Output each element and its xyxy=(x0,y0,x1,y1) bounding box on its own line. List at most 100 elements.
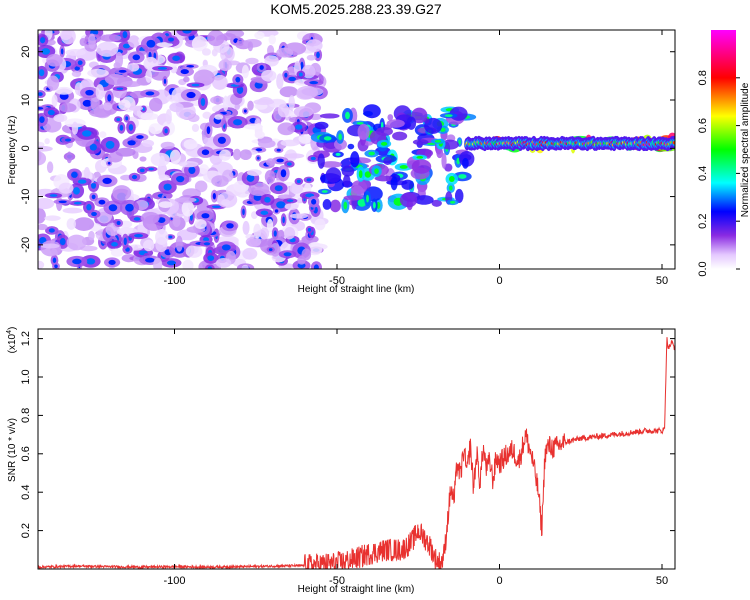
heatmap-cell-core xyxy=(295,124,303,130)
heatmap-cell xyxy=(412,139,429,146)
heatmap-cell xyxy=(58,182,74,194)
heatmap-cell xyxy=(399,192,418,208)
heatmap-cell-core xyxy=(111,242,118,247)
snr-x-tick-label: -50 xyxy=(329,575,345,587)
heatmap-cell-core xyxy=(257,156,260,160)
heatmap-cell xyxy=(46,75,60,91)
heatmap-cell xyxy=(207,30,225,47)
heatmap-cell xyxy=(40,243,60,249)
snr-y-tick-label: 1.2 xyxy=(20,331,32,346)
spectrogram-frame xyxy=(37,29,676,270)
heatmap-cell xyxy=(319,113,340,119)
heatmap-cell xyxy=(71,70,82,78)
heatmap-cell xyxy=(219,149,232,161)
heatmap-cell-core xyxy=(368,151,375,156)
heatmap-cell-core xyxy=(458,174,467,179)
heatmap-cell xyxy=(277,194,293,200)
heatmap-cell-core xyxy=(134,234,143,238)
colorbar-tick-label: 0.2 xyxy=(697,214,709,229)
heatmap-cell-core xyxy=(102,177,112,184)
heatmap-cell xyxy=(140,112,159,121)
spectrogram-x-tick-label: 50 xyxy=(656,275,668,287)
heatmap-cell xyxy=(254,31,265,40)
heatmap-cell-core xyxy=(273,230,277,237)
heatmap-cell-core xyxy=(243,109,247,113)
heatmap-cell-core xyxy=(323,136,332,141)
heatmap-cell xyxy=(277,122,296,136)
spectrogram-y-ticks: -20 -10 0 10 20 xyxy=(20,46,675,253)
heatmap-cell-core xyxy=(41,48,51,55)
spectrogram-x-ticks: -100 -50 0 50 xyxy=(163,30,668,287)
heatmap-cell xyxy=(194,218,207,230)
heatmap-cell xyxy=(325,167,342,183)
heatmap-cell-core xyxy=(86,204,92,211)
heatmap-cell xyxy=(38,151,47,166)
heatmap-cell xyxy=(289,213,308,219)
heatmap-cell-core xyxy=(434,140,442,143)
heatmap-cell-core xyxy=(449,200,456,204)
heatmap-cell xyxy=(288,95,295,111)
chart-title: KOM5.2025.288.23.39.G27 xyxy=(270,1,441,17)
heatmap-cell-core xyxy=(89,143,97,151)
heatmap-cell-core xyxy=(167,37,175,42)
heatmap-cell xyxy=(431,199,442,207)
heatmap-cell-core xyxy=(276,148,281,152)
heatmap-cell xyxy=(126,63,140,72)
snr-y-multiplier: (x104) xyxy=(6,327,18,354)
snr-frame xyxy=(37,328,676,570)
heatmap-cell xyxy=(343,195,363,201)
heatmap-cell xyxy=(293,106,314,118)
heatmap-cell xyxy=(99,131,107,138)
heatmap-cell-core xyxy=(38,69,45,77)
heatmap-cell-core xyxy=(399,165,408,169)
heatmap-cell xyxy=(183,139,198,150)
snr-y-tick-label: 1.0 xyxy=(20,369,32,384)
heatmap-cell xyxy=(110,248,124,257)
heatmap-cell xyxy=(148,123,163,135)
heatmap-cell xyxy=(38,145,53,152)
heatmap-cell xyxy=(283,153,305,159)
heatmap-cell-core xyxy=(40,37,46,44)
heatmap-cell xyxy=(341,165,355,177)
heatmap-cell xyxy=(411,159,432,174)
heatmap-cell-core xyxy=(201,149,210,156)
heatmap-cell xyxy=(314,218,326,231)
heatmap-cell xyxy=(301,87,324,97)
heatmap-cell-core xyxy=(255,148,263,152)
heatmap-cell-core xyxy=(82,99,92,107)
heatmap-cell-core xyxy=(118,69,127,73)
heatmap-cell xyxy=(454,188,464,204)
heatmap-cell-core xyxy=(54,264,58,269)
heatmap-cell xyxy=(60,30,76,45)
heatmap-cell xyxy=(221,199,231,207)
heatmap-cell-core xyxy=(246,174,255,182)
heatmap-cell xyxy=(198,164,210,175)
heatmap-cell xyxy=(363,104,381,119)
heatmap-cell xyxy=(268,34,276,45)
heatmap-cell xyxy=(71,121,79,135)
heatmap-cell xyxy=(174,197,197,203)
heatmap-cell-core xyxy=(276,201,286,209)
heatmap-cell-core xyxy=(119,124,124,131)
heatmap-cell xyxy=(90,94,100,111)
heatmap-cell xyxy=(242,247,258,260)
heatmap-cell-core xyxy=(39,116,45,124)
heatmap-cell-core xyxy=(372,201,376,209)
heatmap-cell xyxy=(347,143,355,150)
heatmap-cell-core xyxy=(132,54,141,61)
heatmap-cell xyxy=(441,152,447,169)
heatmap-cell-core xyxy=(58,200,67,204)
heatmap-cell-core xyxy=(458,139,461,145)
colorbar-tick-label: 0.0 xyxy=(697,261,709,276)
heatmap-cell-core xyxy=(105,140,115,149)
heatmap-cell-core xyxy=(356,121,364,125)
heatmap-cell-core xyxy=(52,257,57,264)
heatmap-cell xyxy=(160,141,175,150)
heatmap-cell xyxy=(46,53,63,67)
snr-x-ticks: -100 -50 0 50 xyxy=(163,329,668,587)
heatmap-cell xyxy=(201,48,211,56)
spectrogram-x-axis-label: Height of straight line (km) xyxy=(298,284,415,295)
heatmap-cell-core xyxy=(122,31,128,39)
heatmap-cell xyxy=(103,102,113,111)
heatmap-cell-core xyxy=(182,30,192,34)
